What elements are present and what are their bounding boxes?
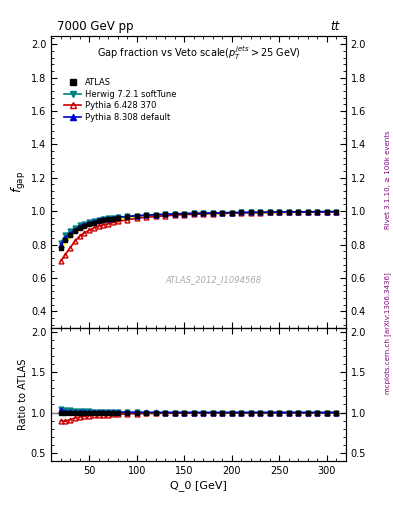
Y-axis label: $f_\mathrm{gap}$: $f_\mathrm{gap}$ (10, 171, 28, 193)
Text: Rivet 3.1.10, ≥ 100k events: Rivet 3.1.10, ≥ 100k events (385, 130, 391, 228)
Text: tt: tt (331, 20, 340, 33)
Text: 7000 GeV pp: 7000 GeV pp (57, 20, 134, 33)
Text: ATLAS_2012_I1094568: ATLAS_2012_I1094568 (165, 275, 261, 284)
Text: mcplots.cern.ch [arXiv:1306.3436]: mcplots.cern.ch [arXiv:1306.3436] (384, 272, 391, 394)
Legend: ATLAS, Herwig 7.2.1 softTune, Pythia 6.428 370, Pythia 8.308 default: ATLAS, Herwig 7.2.1 softTune, Pythia 6.4… (61, 75, 180, 125)
Y-axis label: Ratio to ATLAS: Ratio to ATLAS (18, 359, 28, 430)
X-axis label: Q_0 [GeV]: Q_0 [GeV] (170, 480, 227, 490)
Text: Gap fraction vs Veto scale($p_T^{jets}>$25 GeV): Gap fraction vs Veto scale($p_T^{jets}>$… (97, 45, 300, 62)
